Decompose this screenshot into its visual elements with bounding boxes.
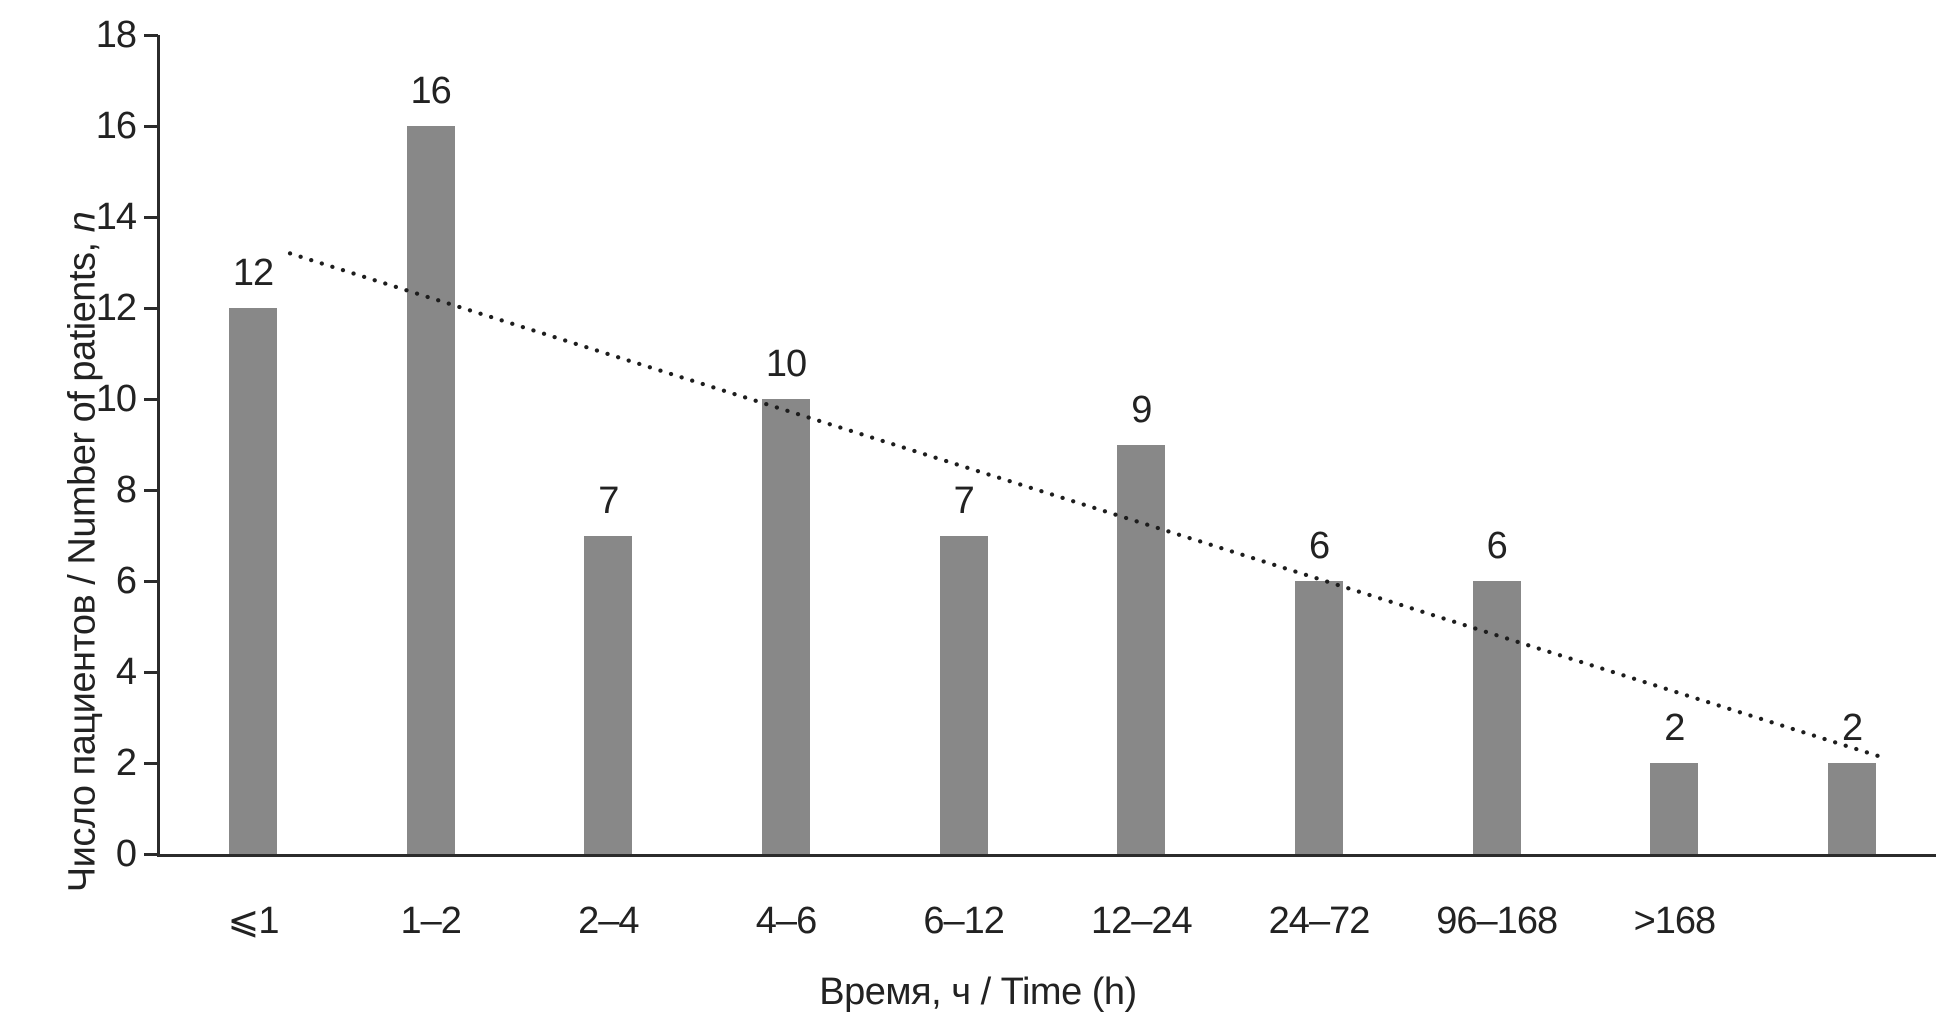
bar-4 (762, 399, 810, 854)
y-tick-label-10: 10 (95, 378, 137, 420)
y-tick-label-0: 0 (115, 833, 137, 875)
y-tick-mark-6 (144, 580, 158, 583)
bar-10 (1828, 763, 1877, 854)
x-category-label-4: 4–6 (755, 900, 817, 942)
y-tick-label-18: 18 (95, 14, 137, 56)
y-tick-mark-2 (144, 762, 158, 765)
x-axis-line (157, 854, 1936, 857)
bar-value-label-7: 6 (1308, 525, 1330, 567)
y-tick-mark-0 (144, 853, 158, 856)
y-tick-label-2: 2 (115, 742, 137, 784)
bar-value-label-3: 7 (598, 479, 619, 522)
bar-9 (1650, 763, 1699, 854)
y-tick-mark-12 (144, 307, 158, 310)
x-category-label-1: ⩽1 (227, 900, 280, 942)
x-category-label-7: 24–72 (1268, 900, 1371, 942)
y-tick-mark-16 (144, 125, 158, 128)
trendline-dotted (287, 251, 1889, 761)
bar-2 (406, 126, 455, 854)
bar-value-label-6: 9 (1131, 388, 1152, 431)
bar-value-label-10: 2 (1841, 707, 1863, 749)
y-tick-label-4: 4 (115, 651, 137, 693)
bar-value-label-1: 12 (232, 252, 274, 294)
x-category-label-2: 1–2 (400, 900, 461, 942)
y-tick-label-12: 12 (95, 287, 137, 329)
bar-value-label-8: 6 (1486, 525, 1508, 567)
y-tick-mark-14 (144, 216, 158, 219)
bar-8 (1472, 581, 1521, 854)
y-tick-mark-8 (144, 489, 158, 492)
bar-7 (1295, 581, 1344, 854)
x-category-label-8: 96–168 (1436, 900, 1558, 942)
x-category-label-9: >168 (1633, 900, 1717, 942)
y-tick-label-14: 14 (95, 196, 137, 238)
y-tick-mark-10 (144, 398, 158, 401)
bar-value-label-5: 7 (953, 479, 975, 522)
bar-6 (1117, 444, 1166, 854)
y-axis-line (157, 35, 160, 857)
bar-value-label-9: 2 (1664, 707, 1685, 749)
y-tick-label-16: 16 (95, 105, 137, 147)
y-tick-label-8: 8 (115, 469, 137, 511)
x-category-label-6: 12–24 (1091, 900, 1193, 942)
bar-1 (229, 308, 277, 854)
x-axis-title: Время, ч / Time (h) (819, 971, 1137, 1013)
bar-3 (584, 535, 633, 854)
bar-value-label-2: 16 (410, 70, 452, 112)
x-category-label-3: 2–4 (578, 900, 639, 942)
y-tick-mark-4 (144, 671, 158, 674)
bar-5 (939, 535, 988, 854)
x-category-label-5: 6–12 (923, 900, 1005, 942)
bar-value-label-4: 10 (765, 343, 807, 385)
y-tick-label-6: 6 (115, 560, 137, 602)
y-tick-mark-18 (144, 34, 158, 37)
